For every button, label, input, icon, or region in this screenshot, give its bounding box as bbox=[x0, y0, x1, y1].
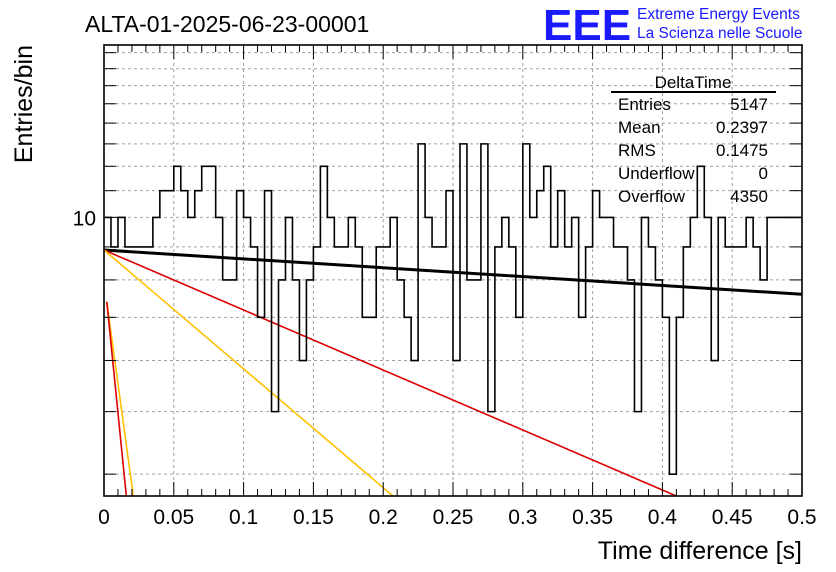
x-tick-label: 0.15 bbox=[293, 506, 334, 529]
stats-label: Entries bbox=[618, 95, 671, 114]
fit-line bbox=[105, 301, 135, 497]
x-tick-label: 0 bbox=[98, 506, 110, 529]
x-tick-label: 0.05 bbox=[153, 506, 194, 529]
stats-value: 0.2397 bbox=[716, 118, 768, 137]
stats-label: RMS bbox=[618, 141, 656, 160]
x-tick-label: 0.2 bbox=[369, 506, 398, 529]
x-tick-label: 0.3 bbox=[508, 506, 537, 529]
x-tick-label: 0.1 bbox=[229, 506, 258, 529]
x-tick-label: 0.45 bbox=[712, 506, 753, 529]
stats-rows: Entries 5147 Mean 0.2397 RMS 0.1475 Underflow 0… bbox=[618, 95, 768, 206]
logo-line2: La Scienza nelle Scuole bbox=[637, 25, 802, 42]
axis-ticks bbox=[103, 45, 803, 496]
stats-box: DeltaTime Entries 5147 Mean 0.2397 RMS 0.1475… bbox=[611, 73, 776, 206]
y-tick-labels: 10 bbox=[73, 207, 96, 230]
eee-logo: EEE Extreme Energy Events La Scienza nel… bbox=[543, 1, 802, 50]
stats-value: 0 bbox=[759, 164, 768, 183]
x-tick-label: 0.5 bbox=[787, 506, 816, 529]
stats-title: DeltaTime bbox=[655, 73, 732, 92]
y-tick-label: 10 bbox=[73, 207, 96, 230]
x-axis-label: Time difference [s] bbox=[598, 537, 802, 565]
stats-value: 4350 bbox=[730, 187, 768, 206]
fit-line bbox=[105, 301, 128, 497]
stats-label: Underflow bbox=[618, 164, 695, 183]
stats-label: Mean bbox=[618, 118, 661, 137]
x-tick-labels: 0 0.05 0.1 0.15 0.2 0.25 0.3 0.35 0.4 0.45 0.5 bbox=[98, 506, 816, 529]
x-tick-label: 0.4 bbox=[648, 506, 678, 529]
stats-value: 5147 bbox=[730, 95, 768, 114]
stats-label: Overflow bbox=[618, 187, 686, 206]
stats-value: 0.1475 bbox=[716, 141, 768, 160]
fit-line bbox=[103, 249, 394, 497]
logo-mark: EEE bbox=[543, 1, 631, 50]
fit-line bbox=[103, 249, 677, 497]
fit-lines bbox=[103, 248, 803, 497]
chart-title: ALTA-01-2025-06-23-00001 bbox=[85, 11, 369, 37]
histogram-outline bbox=[104, 143, 802, 475]
y-axis-label: Entries/bin bbox=[10, 45, 38, 163]
logo-line1: Extreme Energy Events bbox=[637, 6, 800, 23]
x-tick-label: 0.25 bbox=[433, 506, 474, 529]
x-tick-label: 0.35 bbox=[572, 506, 613, 529]
